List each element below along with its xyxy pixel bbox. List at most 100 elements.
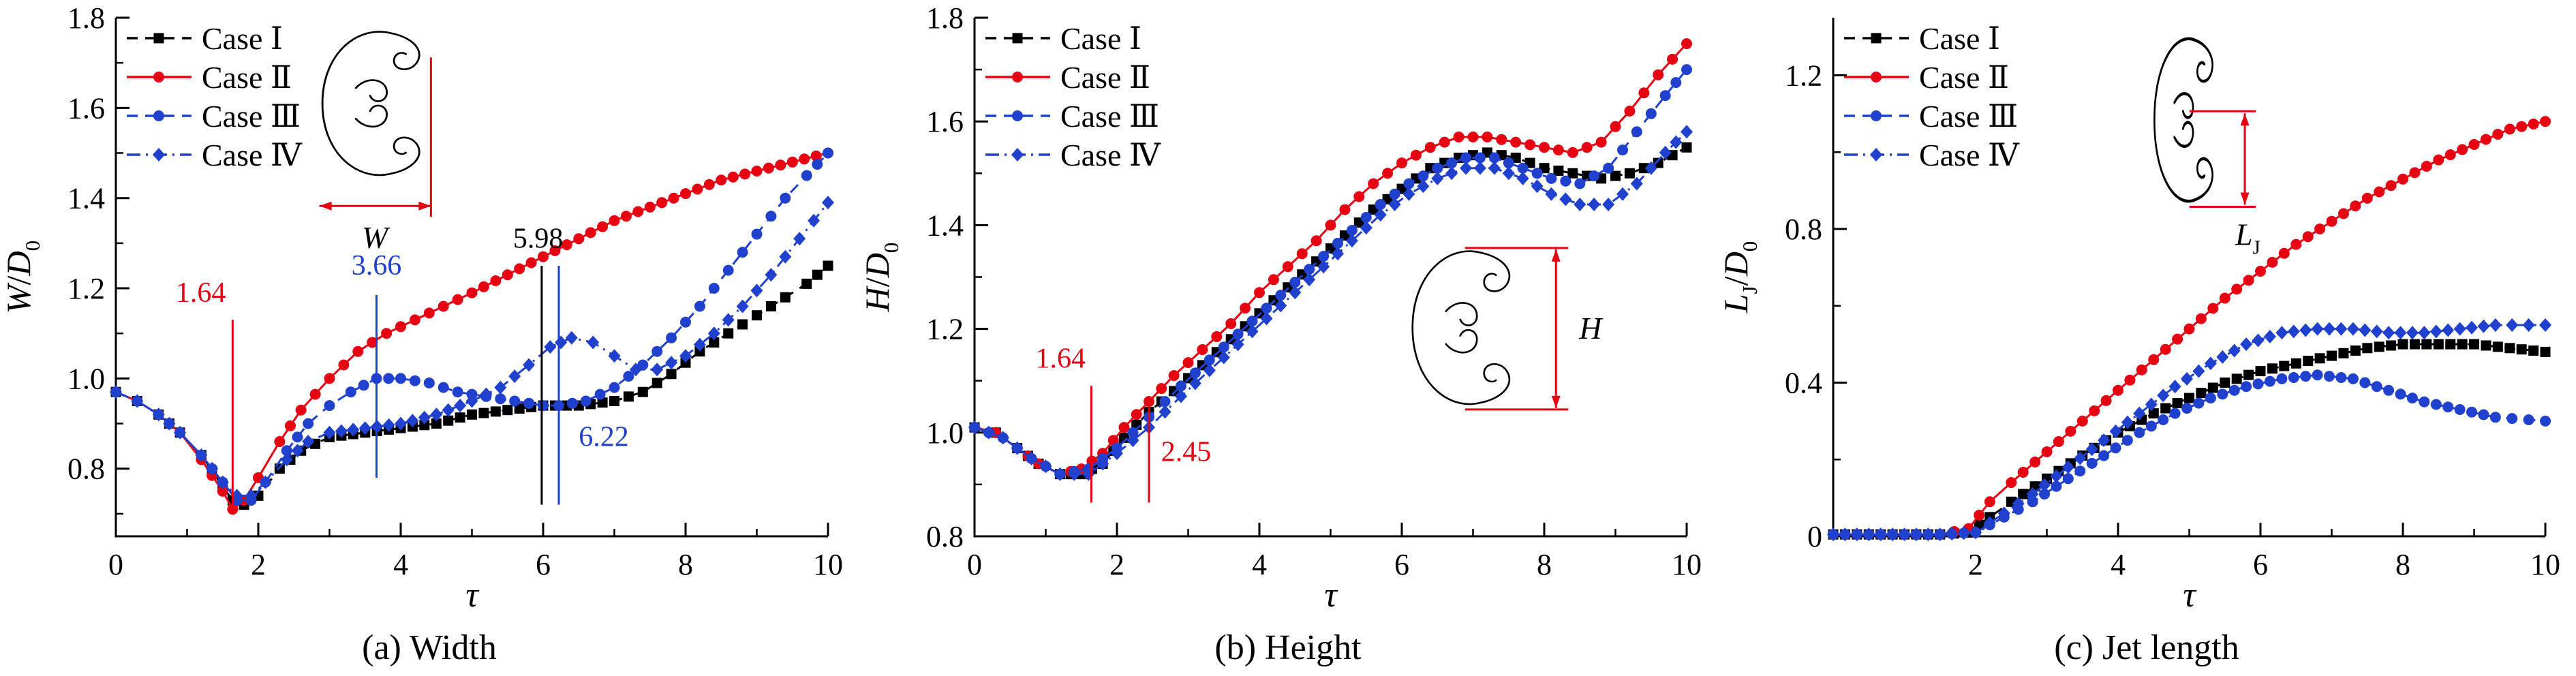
svg-text:H/D0: H/D0 (859, 243, 903, 313)
svg-text:2: 2 (1109, 548, 1124, 581)
svg-text:τ: τ (2183, 576, 2197, 615)
legend: Case Ⅰ Case Ⅱ Case Ⅲ Case Ⅳ (1844, 21, 2020, 172)
svg-text:1.0: 1.0 (67, 362, 105, 395)
panel-jet-length: 2 4 6 8 10 0 0.4 0.8 1.2 τ LJ/D0 Case Ⅰ Case Ⅱ Case Ⅲ… (1717, 0, 2576, 676)
svg-text:1.4: 1.4 (67, 182, 105, 215)
svg-text:1.0: 1.0 (926, 416, 964, 450)
legend-item-case-4: Case Ⅳ (127, 138, 303, 172)
svg-text:LJ: LJ (2235, 217, 2260, 259)
legend-label: Case Ⅱ (1919, 60, 2009, 95)
svg-text:W/D0: W/D0 (0, 241, 44, 313)
svg-text:4: 4 (2111, 548, 2126, 581)
axes: 0 2 4 6 8 10 0.8 1.0 1.2 1.4 1.6 1.8 τ W/D0 (0, 1, 843, 615)
legend-label: Case Ⅰ (1919, 21, 2000, 56)
svg-text:3.66: 3.66 (352, 250, 402, 281)
svg-text:1.64: 1.64 (176, 277, 226, 309)
legend-label: Case Ⅳ (1060, 138, 1161, 172)
inset-bubble-schematic: W (319, 31, 432, 255)
svg-text:τ: τ (465, 576, 480, 615)
svg-text:1.2: 1.2 (67, 272, 105, 305)
legend: Case Ⅰ Case Ⅱ Case Ⅲ Case Ⅳ (985, 21, 1161, 172)
caption-jet-length: (c) Jet length (2054, 628, 2239, 667)
svg-text:1.4: 1.4 (926, 209, 964, 242)
legend-label: Case Ⅱ (1060, 60, 1150, 95)
caption-height: (b) Height (1214, 628, 1362, 667)
bubble-outline-icon (321, 31, 420, 176)
annotation-1.64: 1.64 (1036, 343, 1092, 503)
svg-text:10: 10 (1672, 548, 1702, 581)
panel-height: 0 2 4 6 8 10 0.8 1.0 1.2 1.4 1.6 1.8 τ H/D0 1.64 2.45 Ca… (859, 0, 1717, 676)
legend-item-case-1: Case Ⅰ (1844, 21, 2000, 56)
svg-text:2.45: 2.45 (1161, 437, 1212, 468)
axes: 2 4 6 8 10 0 0.4 0.8 1.2 τ LJ/D0 (1717, 18, 2560, 615)
legend-label: Case Ⅰ (1060, 21, 1141, 56)
chart-jet-length: 2 4 6 8 10 0 0.4 0.8 1.2 τ LJ/D0 Case Ⅰ Case Ⅱ Case Ⅲ… (1717, 18, 2560, 615)
legend-label: Case Ⅲ (1919, 99, 2018, 134)
svg-text:8: 8 (678, 548, 693, 581)
svg-text:1.8: 1.8 (67, 1, 105, 35)
legend-item-case-4: Case Ⅳ (1844, 138, 2020, 172)
svg-text:2: 2 (1968, 548, 1983, 581)
legend-item-case-3: Case Ⅲ (127, 99, 301, 134)
legend-item-case-2: Case Ⅱ (127, 60, 292, 95)
annotation-3.66: 3.66 (352, 250, 402, 478)
series-case-4 (110, 196, 834, 503)
series-case-2 (1828, 116, 2551, 540)
svg-text:6: 6 (2253, 548, 2268, 581)
legend-item-case-2: Case Ⅱ (985, 60, 1150, 95)
svg-text:0: 0 (1807, 520, 1822, 553)
legend-label: Case Ⅳ (1919, 138, 2020, 172)
annotation-6.22: 6.22 (557, 265, 629, 505)
legend-label: Case Ⅱ (202, 60, 292, 95)
caption-width: (a) Width (362, 628, 497, 667)
legend-label: Case Ⅰ (202, 21, 283, 56)
svg-text:6: 6 (536, 548, 551, 581)
series-case-1 (1828, 339, 2551, 540)
series-case-4 (1827, 318, 2551, 542)
svg-text:6: 6 (1394, 548, 1409, 581)
svg-text:8: 8 (1537, 548, 1552, 581)
inset-bubble-schematic: H (1411, 247, 1604, 411)
legend-item-case-4: Case Ⅳ (985, 138, 1161, 172)
svg-text:2: 2 (251, 548, 266, 581)
axes: 0 2 4 6 8 10 0.8 1.0 1.2 1.4 1.6 1.8 τ H/D0 (859, 1, 1702, 615)
svg-text:W: W (362, 220, 390, 255)
svg-text:H: H (1578, 311, 1604, 345)
bubble-outline-icon (2153, 37, 2213, 203)
svg-text:4: 4 (393, 548, 408, 581)
series-case-3 (110, 147, 833, 506)
chart-width: 0 2 4 6 8 10 0.8 1.0 1.2 1.4 1.6 1.8 τ W/D0 1.64 3.66 5.… (0, 1, 843, 615)
svg-text:1.2: 1.2 (1785, 59, 1822, 93)
bubble-outline-icon (1411, 250, 1511, 405)
chart-height: 0 2 4 6 8 10 0.8 1.0 1.2 1.4 1.6 1.8 τ H/D0 1.64 2.45 Ca… (859, 1, 1702, 615)
annotation-2.45: 2.45 (1148, 406, 1212, 503)
legend-label: Case Ⅲ (202, 99, 301, 134)
annotation-1.64: 1.64 (176, 277, 234, 514)
legend: Case Ⅰ Case Ⅱ Case Ⅲ Case Ⅳ (127, 21, 303, 172)
svg-text:τ: τ (1324, 576, 1338, 615)
svg-text:1.6: 1.6 (67, 91, 105, 125)
svg-text:10: 10 (813, 548, 843, 581)
svg-text:0.4: 0.4 (1785, 367, 1822, 400)
svg-text:LJ/D0: LJ/D0 (1717, 241, 1762, 313)
svg-text:5.98: 5.98 (513, 223, 564, 254)
svg-text:0.8: 0.8 (1785, 213, 1822, 246)
svg-text:1.6: 1.6 (926, 105, 964, 138)
svg-text:4: 4 (1252, 548, 1267, 581)
legend-item-case-1: Case Ⅰ (127, 21, 283, 56)
panel-width: 0 2 4 6 8 10 0.8 1.0 1.2 1.4 1.6 1.8 τ W/D0 1.64 3.66 5.… (0, 0, 859, 676)
legend-item-case-1: Case Ⅰ (985, 21, 1141, 56)
svg-text:0: 0 (108, 548, 123, 581)
svg-text:10: 10 (2530, 548, 2560, 581)
svg-text:0.8: 0.8 (926, 520, 964, 553)
svg-text:1.2: 1.2 (926, 313, 964, 346)
svg-text:8: 8 (2395, 548, 2410, 581)
legend-item-case-2: Case Ⅱ (1844, 60, 2009, 95)
svg-text:1.64: 1.64 (1036, 343, 1086, 375)
svg-text:1.8: 1.8 (926, 1, 964, 35)
legend-item-case-3: Case Ⅲ (985, 99, 1159, 134)
svg-text:0.8: 0.8 (67, 452, 105, 486)
legend-item-case-3: Case Ⅲ (1844, 99, 2018, 134)
svg-text:0: 0 (967, 548, 982, 581)
